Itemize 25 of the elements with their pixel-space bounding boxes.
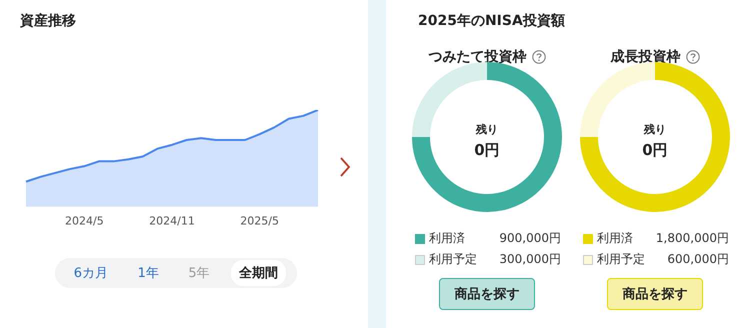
- text: 0円: [473, 141, 501, 160]
- text: 残り: [642, 122, 667, 137]
- data-label: 300,000円: [499, 251, 561, 268]
- text: 5年: [187, 265, 211, 283]
- data-label: 1,800,000円: [656, 230, 729, 247]
- chart-title: つみたて投資枠: [428, 48, 526, 66]
- text: 商品を探す: [439, 278, 535, 310]
- x-tick-label: 2025/5: [240, 214, 279, 228]
- legend-label: 利用予定: [597, 251, 645, 268]
- x-tick-label: 2024/5: [65, 214, 104, 228]
- text: 2025年のNISA投資額: [418, 12, 565, 30]
- text: 全期間: [231, 260, 286, 286]
- data-label: 900,000円: [499, 230, 561, 247]
- data-label: 600,000円: [667, 251, 729, 268]
- legend-label: 利用済: [597, 230, 633, 247]
- text: 残り: [474, 122, 499, 137]
- text: 商品を探す: [607, 278, 703, 310]
- text: 6カ月: [72, 265, 110, 283]
- chart-title: 資産推移: [20, 12, 76, 30]
- chart-title: 成長投資枠: [610, 48, 680, 66]
- legend-label: 利用済: [429, 230, 465, 247]
- text: 1年: [136, 265, 160, 283]
- text: 0円: [641, 141, 669, 160]
- x-tick-label: 2024/11: [149, 214, 195, 228]
- legend-label: 利用予定: [429, 251, 477, 268]
